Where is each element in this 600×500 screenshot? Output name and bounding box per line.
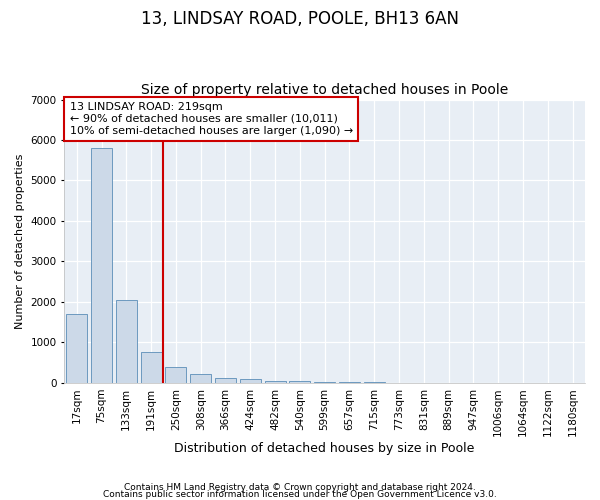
- Bar: [215, 378, 236, 383]
- Bar: [140, 352, 161, 383]
- Bar: [66, 314, 87, 383]
- Text: Contains HM Land Registry data © Crown copyright and database right 2024.: Contains HM Land Registry data © Crown c…: [124, 484, 476, 492]
- Bar: [265, 380, 286, 383]
- Bar: [339, 382, 360, 383]
- Title: Size of property relative to detached houses in Poole: Size of property relative to detached ho…: [141, 83, 508, 97]
- Bar: [190, 374, 211, 383]
- Bar: [240, 379, 261, 383]
- Text: Contains public sector information licensed under the Open Government Licence v3: Contains public sector information licen…: [103, 490, 497, 499]
- Text: 13 LINDSAY ROAD: 219sqm
← 90% of detached houses are smaller (10,011)
10% of sem: 13 LINDSAY ROAD: 219sqm ← 90% of detache…: [70, 102, 353, 136]
- Y-axis label: Number of detached properties: Number of detached properties: [15, 154, 25, 329]
- Bar: [166, 367, 187, 383]
- Text: 13, LINDSAY ROAD, POOLE, BH13 6AN: 13, LINDSAY ROAD, POOLE, BH13 6AN: [141, 10, 459, 28]
- Bar: [289, 381, 310, 383]
- Bar: [116, 300, 137, 383]
- X-axis label: Distribution of detached houses by size in Poole: Distribution of detached houses by size …: [175, 442, 475, 455]
- Bar: [91, 148, 112, 383]
- Bar: [314, 382, 335, 383]
